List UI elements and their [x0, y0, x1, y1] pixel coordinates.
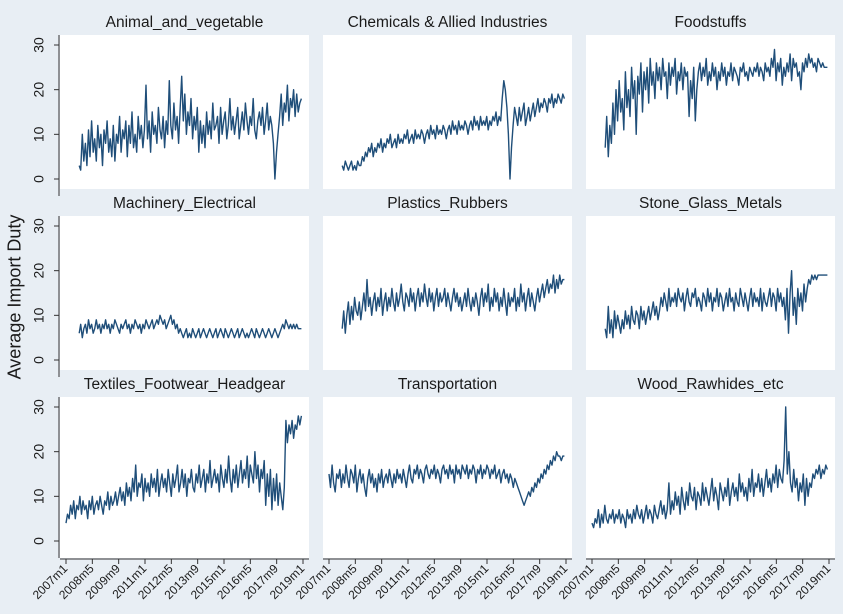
y-tick-label: 0 [31, 537, 47, 545]
panel-title: Stone_Glass_Metals [639, 195, 782, 212]
panel-2: Chemicals & Allied Industries [323, 8, 572, 196]
panel-header [323, 189, 572, 215]
panel-header [586, 8, 835, 34]
plot-area [586, 397, 835, 558]
series-line [328, 451, 565, 506]
panel-header [60, 189, 309, 215]
series-line [604, 270, 828, 339]
y-tick-label: 20 [31, 263, 47, 279]
panel-4: Machinery_Electrical 0 10 20 30 [31, 189, 309, 377]
panel-1: Animal_and_vegetable 0 10 20 30 [31, 8, 309, 196]
y-tick-label: 10 [31, 307, 47, 323]
series-line [65, 415, 303, 524]
y-tick-label: 20 [31, 444, 47, 460]
panel-header [60, 8, 309, 34]
panel-header [323, 370, 572, 396]
y-tick-label: 10 [31, 126, 47, 142]
series-line [78, 75, 303, 180]
panel-header [323, 8, 572, 34]
y-axis-label-container: Average Import Duty [0, 0, 30, 614]
panel-title: Textiles_Footwear_Headgear [84, 376, 286, 393]
panel-title: Transportation [398, 376, 497, 393]
y-tick-label: 10 [31, 488, 47, 504]
y-tick-label: 0 [31, 175, 47, 183]
panel-title: Chemicals & Allied Industries [348, 14, 548, 31]
y-tick-label: 20 [31, 82, 47, 98]
panel-title: Plastics_Rubbers [387, 195, 508, 212]
y-tick-label: 30 [31, 218, 47, 234]
y-axis-label: Average Import Duty [4, 214, 25, 380]
panel-5: Plastics_Rubbers [323, 189, 572, 377]
series-line [591, 406, 829, 529]
panel-3: Foodstuffs [586, 8, 835, 196]
y-tick-label: 30 [31, 37, 47, 53]
series-line [341, 80, 566, 180]
panel-6: Stone_Glass_Metals [586, 189, 835, 377]
series-line [78, 314, 302, 339]
panel-header [586, 370, 835, 396]
panel-header [60, 370, 309, 396]
series-line [341, 274, 565, 334]
panel-header [586, 189, 835, 215]
panel-title: Foodstuffs [674, 14, 746, 31]
panel-title: Wood_Rawhides_etc [637, 376, 783, 393]
y-tick-label: 0 [31, 356, 47, 364]
plot-area [60, 216, 309, 377]
panel-title: Animal_and_vegetable [106, 14, 264, 31]
plot-area [60, 35, 309, 196]
series-line [604, 48, 828, 158]
y-tick-label: 30 [31, 399, 47, 415]
panel-title: Machinery_Electrical [113, 195, 256, 212]
